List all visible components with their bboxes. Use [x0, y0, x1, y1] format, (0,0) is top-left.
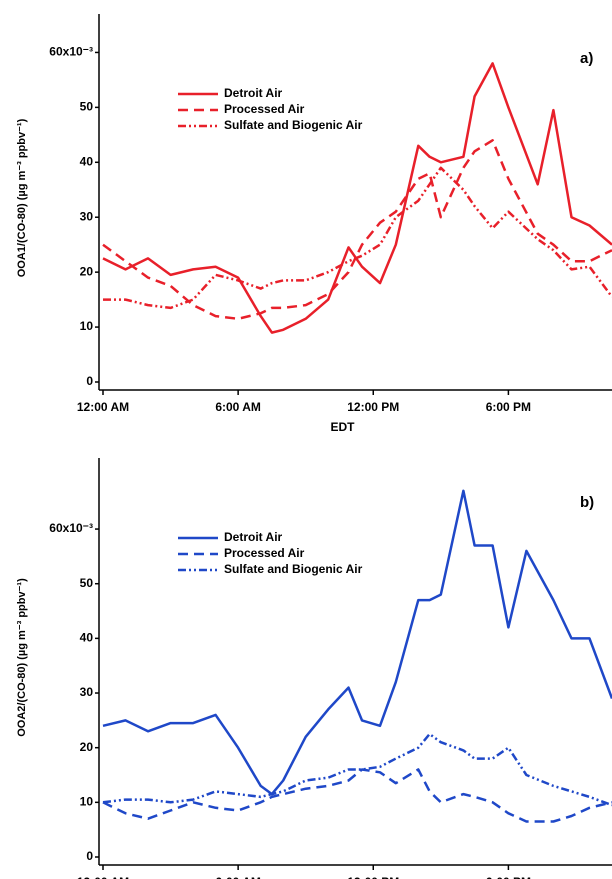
x-tick-label: 6:00 PM — [486, 400, 531, 414]
y-tick-label: 60x10⁻³ — [49, 45, 93, 59]
legend-label: Processed Air — [224, 102, 305, 116]
y-tick-label: 20 — [80, 264, 94, 278]
series-line — [102, 62, 612, 334]
x-axis-label: EDT — [331, 420, 356, 434]
y-axis-label: OOA1/(CO-80) (µg m⁻³ ppbv⁻¹) — [16, 118, 28, 277]
y-tick-label: 20 — [80, 740, 94, 754]
y-tick-label: 60x10⁻³ — [49, 521, 93, 535]
panel-annotation: b) — [580, 494, 594, 511]
legend-label: Sulfate and Biogenic Air — [224, 118, 363, 132]
y-tick-label: 50 — [80, 100, 94, 114]
series-line — [102, 768, 612, 823]
legend-label: Sulfate and Biogenic Air — [224, 562, 363, 576]
x-tick-label: 12:00 AM — [77, 875, 129, 879]
x-tick-label: 12:00 PM — [347, 400, 399, 414]
legend-label: Detroit Air — [224, 86, 283, 100]
x-tick-label: 6:00 PM — [486, 875, 531, 879]
series-line — [102, 139, 612, 321]
y-tick-label: 30 — [80, 209, 94, 223]
x-tick-label: 12:00 AM — [77, 400, 129, 414]
legend-label: Processed Air — [224, 546, 305, 560]
panel-annotation: a) — [580, 50, 593, 67]
y-axis-label: OOA2/(CO-80) (µg m⁻³ ppbv⁻¹) — [16, 578, 28, 737]
y-tick-label: 10 — [80, 319, 94, 333]
y-tick-label: 40 — [80, 631, 94, 645]
series-line — [103, 166, 612, 310]
y-tick-label: 40 — [80, 154, 94, 168]
y-tick-label: 10 — [80, 795, 94, 809]
series-line — [102, 489, 612, 796]
legend-label: Detroit Air — [224, 530, 283, 544]
y-tick-label: 50 — [80, 576, 94, 590]
x-tick-label: 6:00 AM — [215, 875, 261, 879]
series-line — [102, 732, 612, 807]
y-tick-label: 30 — [80, 685, 94, 699]
y-tick-label: 0 — [86, 849, 93, 863]
x-tick-label: 12:00 PM — [347, 875, 399, 879]
y-tick-label: 0 — [86, 374, 93, 388]
x-tick-label: 6:00 AM — [215, 400, 261, 414]
